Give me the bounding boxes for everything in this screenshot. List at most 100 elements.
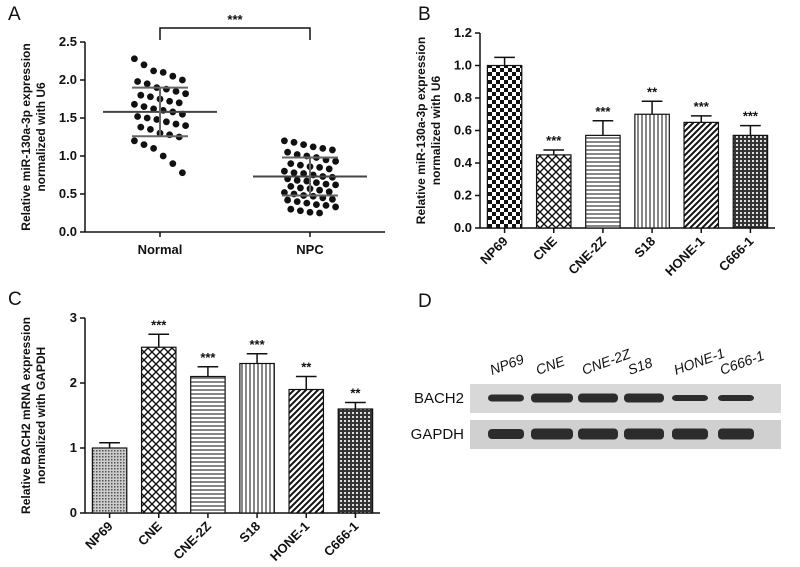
dot — [150, 105, 158, 113]
blot-band — [624, 393, 664, 403]
dot — [150, 67, 158, 75]
dot — [147, 125, 154, 133]
panel-label: A — [8, 4, 21, 25]
dot — [300, 141, 307, 149]
y-tick-label: 0.8 — [454, 90, 472, 105]
dot — [325, 188, 333, 196]
x-tick-label: HONE-1 — [662, 234, 707, 279]
dot — [297, 184, 304, 192]
dot — [281, 137, 288, 145]
dot — [293, 176, 301, 184]
dot — [163, 118, 170, 126]
error-bar — [494, 56, 515, 66]
error-bar — [295, 375, 317, 390]
blot-band — [624, 428, 664, 440]
error-bar — [641, 100, 663, 115]
dot — [313, 179, 320, 187]
blot-band — [672, 395, 708, 401]
dot — [325, 165, 333, 173]
blot-band — [531, 428, 573, 440]
significance-label: *** — [743, 109, 759, 124]
error-bar — [740, 124, 761, 136]
significance-label: *** — [249, 337, 265, 352]
dot — [287, 160, 295, 168]
bar — [288, 388, 325, 514]
error-bar — [592, 120, 614, 136]
error-bar — [148, 333, 170, 348]
dot — [287, 205, 295, 213]
dot — [140, 103, 148, 110]
x-tick-label: NP69 — [477, 234, 511, 268]
dot — [140, 141, 148, 149]
x-tick-label: NPC — [296, 242, 324, 257]
dot — [172, 88, 180, 95]
blot-band — [578, 393, 618, 403]
y-tick-label: 1.0 — [59, 148, 77, 163]
blot-band — [718, 395, 754, 401]
y-tick-label: 1 — [70, 440, 77, 455]
x-tick-label: HONE-1 — [267, 519, 312, 564]
significance-label: *** — [694, 99, 710, 114]
panel-label: D — [418, 291, 432, 312]
x-tick-label: C666-1 — [716, 234, 757, 275]
y-tick-label: 2.5 — [59, 34, 77, 49]
blot-band — [531, 393, 573, 403]
significance-label: ** — [647, 84, 658, 99]
panel-label: B — [418, 4, 431, 25]
bar — [140, 346, 177, 514]
y-tick-label: 0.0 — [454, 220, 472, 235]
sd-bar — [132, 86, 188, 138]
lane-label: CNE — [534, 352, 568, 377]
dot — [172, 120, 180, 128]
dot — [182, 122, 190, 129]
y-tick-label: 1.5 — [59, 110, 77, 125]
blot-band — [488, 394, 524, 402]
y-tick-label: 0.6 — [454, 123, 472, 138]
blot-band — [488, 429, 524, 439]
dot — [281, 167, 288, 175]
y-tick-label: 0 — [70, 505, 77, 520]
dot — [329, 195, 336, 203]
error-bar — [99, 442, 120, 448]
dot — [332, 203, 339, 211]
row-label: GAPDH — [411, 426, 464, 443]
x-tick-label: CNE-2Z — [565, 233, 609, 277]
blot-band — [718, 428, 754, 440]
row-label: BACH2 — [414, 390, 464, 407]
dot — [322, 202, 330, 209]
dot — [319, 145, 327, 152]
dot — [143, 114, 151, 122]
error-bar — [246, 353, 268, 364]
dot — [316, 186, 323, 194]
dot — [159, 69, 167, 76]
y-axis-label: Relative miR-130a-3p expression — [19, 43, 33, 230]
dot — [332, 181, 339, 189]
dot — [179, 76, 186, 84]
dot — [284, 196, 291, 204]
dot — [169, 160, 177, 168]
dot — [150, 145, 158, 152]
bar — [337, 408, 374, 514]
significance-bracket — [159, 27, 311, 40]
dot — [287, 183, 295, 190]
y-axis-label: normalized with GAPDH — [34, 347, 48, 484]
significance-label: ** — [301, 360, 312, 375]
dot — [166, 97, 174, 105]
dot — [169, 72, 177, 80]
y-axis-label: Relative BACH2 mRNA expression — [19, 317, 33, 514]
dot — [179, 169, 186, 177]
dot — [300, 170, 307, 177]
significance-label: *** — [227, 12, 243, 27]
dot — [131, 137, 138, 145]
y-tick-label: 0.5 — [59, 186, 77, 201]
dot — [293, 198, 301, 206]
dot — [293, 151, 301, 158]
panel-label: C — [8, 289, 22, 310]
x-tick-label: C666-1 — [321, 519, 362, 560]
dot — [284, 148, 291, 156]
dot — [140, 61, 148, 69]
dot — [322, 180, 330, 188]
y-axis-label: Relative miR-130a-3p expression — [414, 37, 428, 224]
dot — [182, 90, 190, 98]
x-tick-label: CNE-2Z — [170, 518, 214, 562]
